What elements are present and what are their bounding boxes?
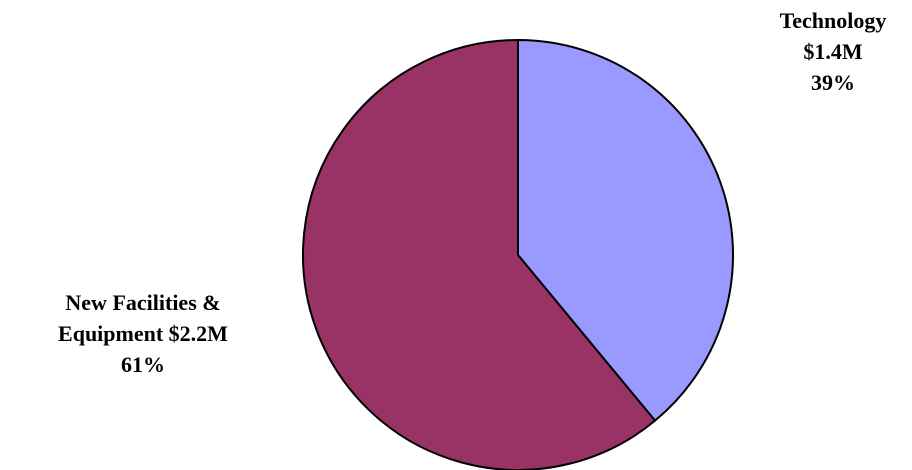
- facilities-label-amount: Equipment $2.2M: [58, 321, 228, 346]
- technology-label-name: Technology: [779, 8, 887, 33]
- technology-slice: [517, 39, 734, 422]
- technology-label-amount: $1.4M: [803, 39, 863, 64]
- facilities-label-name: New Facilities &: [65, 290, 221, 315]
- technology-label-percent: 39%: [811, 70, 855, 95]
- facilities-slice: [302, 39, 657, 470]
- facilities-label-percent: 61%: [121, 352, 165, 377]
- technology-slice-label: Technology $1.4M 39%: [758, 5, 908, 98]
- facilities-slice-label: New Facilities & Equipment $2.2M 61%: [4, 287, 282, 380]
